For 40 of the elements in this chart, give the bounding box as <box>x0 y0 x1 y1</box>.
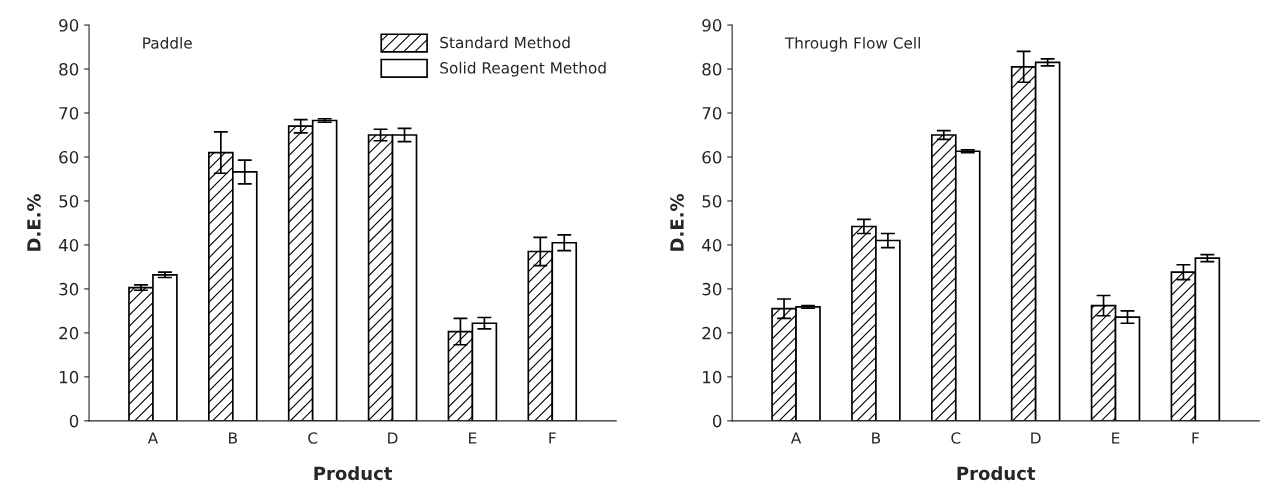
x-tick-label: C <box>308 432 318 444</box>
y-tick-label: 70 <box>59 106 79 120</box>
y-tick-label: 0 <box>69 414 79 428</box>
y-tick-label: 10 <box>59 370 79 384</box>
y-tick-label: 40 <box>58 238 79 252</box>
legend-label: Standard Method <box>440 36 570 49</box>
annotation: Through Flow Cell <box>784 36 920 52</box>
x-tick-label: F <box>549 432 556 444</box>
y-tick-label: 80 <box>702 62 722 76</box>
y-tick-label: 40 <box>702 238 722 252</box>
x-tick-label: D <box>388 432 398 444</box>
x-tick-label: B <box>229 432 237 444</box>
y-tick-label: 90 <box>702 19 722 32</box>
y-axis-title: D.E.% <box>670 193 684 251</box>
x-tick-label: F <box>1192 432 1199 444</box>
x-tick-label: A <box>790 432 802 444</box>
y-axis-title: D.E.% <box>27 193 41 251</box>
x-axis-title: Product <box>314 466 393 481</box>
y-tick-label: 90 <box>59 19 79 32</box>
y-tick-label: 30 <box>702 282 722 296</box>
x-tick-label: C <box>951 432 961 444</box>
y-tick-label: 50 <box>702 194 722 208</box>
y-tick-label: 60 <box>702 150 722 164</box>
y-tick-label: 20 <box>59 326 79 340</box>
y-tick-label: 70 <box>702 106 722 120</box>
x-tick-label: B <box>872 432 881 444</box>
x-tick-label: A <box>147 432 159 444</box>
y-tick-label: 60 <box>59 150 79 164</box>
y-tick-label: 10 <box>703 370 722 384</box>
x-tick-label: D <box>1031 432 1041 444</box>
x-tick-label: E <box>1112 432 1120 444</box>
y-tick-label: 80 <box>59 62 79 76</box>
y-tick-label: 20 <box>702 326 722 340</box>
y-tick-label: 50 <box>59 194 79 208</box>
x-axis-title: Product <box>957 466 1036 481</box>
legend-label: Solid Reagent Method <box>440 61 606 77</box>
x-tick-label: E <box>469 432 477 444</box>
annotation: Paddle <box>143 36 192 49</box>
y-tick-label: 30 <box>59 282 79 296</box>
y-tick-label: 0 <box>712 414 722 428</box>
